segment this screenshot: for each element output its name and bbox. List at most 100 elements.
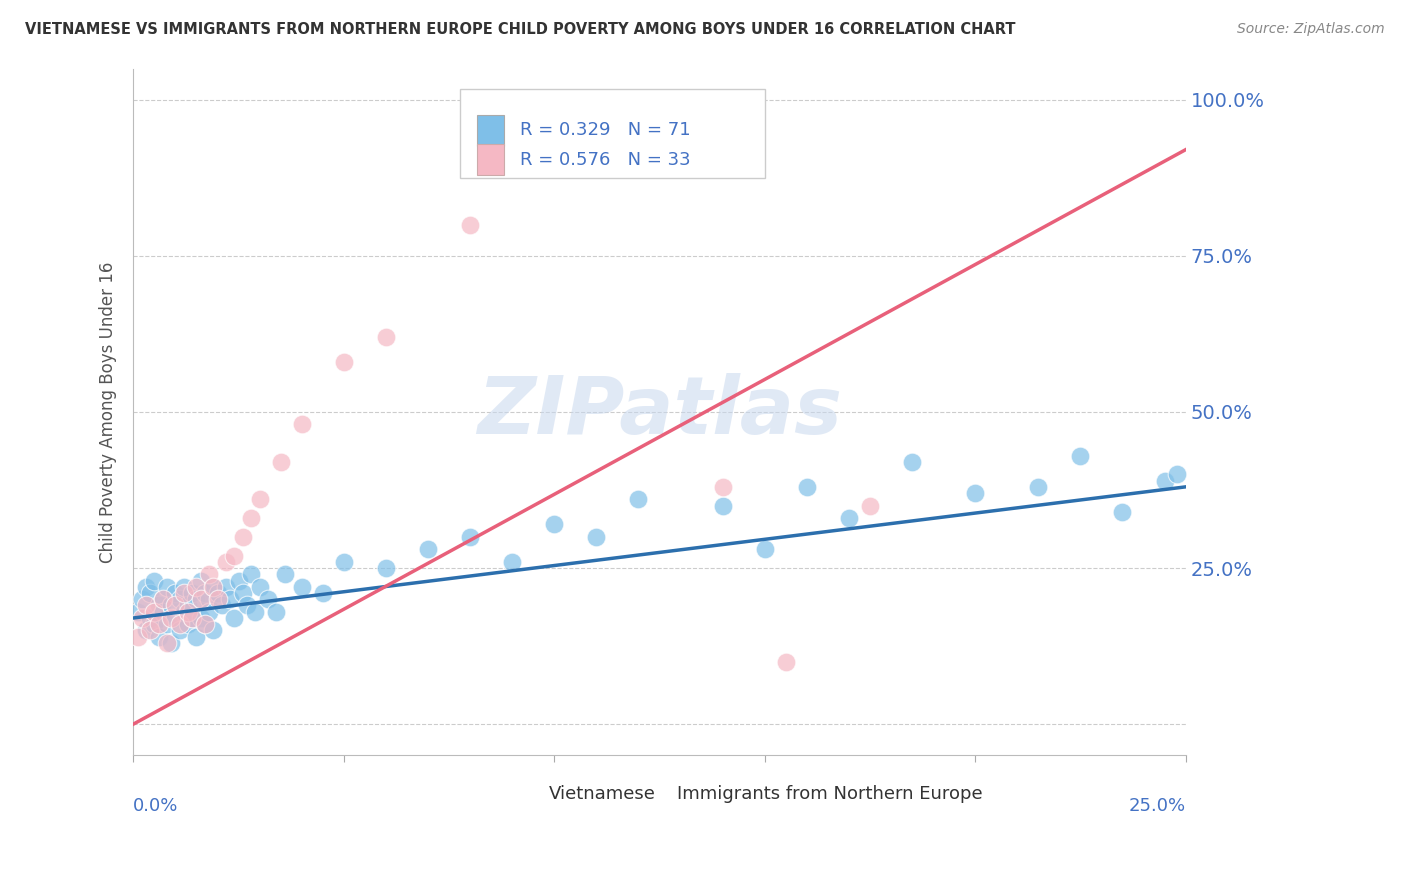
Point xyxy=(135,599,157,613)
Point xyxy=(152,592,174,607)
Point xyxy=(219,592,242,607)
Point xyxy=(838,511,860,525)
Point xyxy=(232,586,254,600)
Point xyxy=(160,636,183,650)
Point xyxy=(775,655,797,669)
Text: Vietnamese: Vietnamese xyxy=(548,785,655,803)
Point xyxy=(245,605,267,619)
Point xyxy=(207,586,229,600)
Point xyxy=(1026,480,1049,494)
Point xyxy=(173,605,195,619)
Point xyxy=(186,592,208,607)
FancyBboxPatch shape xyxy=(520,780,544,807)
Point xyxy=(274,567,297,582)
Point xyxy=(143,605,166,619)
Point xyxy=(543,517,565,532)
Point xyxy=(131,611,153,625)
Point xyxy=(333,355,356,369)
Point xyxy=(211,599,233,613)
Point xyxy=(202,624,225,638)
Point xyxy=(143,574,166,588)
Point xyxy=(173,586,195,600)
Point xyxy=(135,580,157,594)
Point xyxy=(165,586,187,600)
FancyBboxPatch shape xyxy=(650,780,672,807)
Point xyxy=(169,592,191,607)
Point xyxy=(627,492,650,507)
Point xyxy=(173,580,195,594)
Point xyxy=(194,586,217,600)
Text: R = 0.329   N = 71: R = 0.329 N = 71 xyxy=(519,121,690,139)
FancyBboxPatch shape xyxy=(478,115,503,145)
Point xyxy=(181,586,204,600)
Point xyxy=(228,574,250,588)
Point xyxy=(240,567,263,582)
Point xyxy=(249,580,271,594)
Point xyxy=(374,330,396,344)
Point xyxy=(198,592,221,607)
Point xyxy=(796,480,818,494)
Point xyxy=(257,592,280,607)
Point xyxy=(374,561,396,575)
Point xyxy=(139,586,162,600)
Point xyxy=(127,630,149,644)
Point xyxy=(236,599,259,613)
Point xyxy=(148,599,170,613)
Point xyxy=(143,617,166,632)
Point xyxy=(177,617,200,632)
Text: 0.0%: 0.0% xyxy=(134,797,179,814)
Point xyxy=(202,580,225,594)
Point xyxy=(148,630,170,644)
Point xyxy=(901,455,924,469)
Point xyxy=(165,599,187,613)
Text: 25.0%: 25.0% xyxy=(1129,797,1185,814)
Point xyxy=(585,530,607,544)
Point xyxy=(186,580,208,594)
Point xyxy=(270,455,292,469)
Point xyxy=(177,599,200,613)
Point xyxy=(198,605,221,619)
Point xyxy=(139,624,162,638)
Point xyxy=(416,542,439,557)
Text: ZIPatlas: ZIPatlas xyxy=(477,373,842,451)
Point xyxy=(198,567,221,582)
Point xyxy=(160,611,183,625)
Point xyxy=(291,580,314,594)
Point xyxy=(190,611,212,625)
Point xyxy=(169,617,191,632)
Point xyxy=(711,480,734,494)
Point xyxy=(207,592,229,607)
Text: Immigrants from Northern Europe: Immigrants from Northern Europe xyxy=(678,785,983,803)
Text: Source: ZipAtlas.com: Source: ZipAtlas.com xyxy=(1237,22,1385,37)
Point xyxy=(169,624,191,638)
Point xyxy=(458,218,481,232)
Point xyxy=(156,617,179,632)
Point xyxy=(711,499,734,513)
Point xyxy=(333,555,356,569)
Point xyxy=(181,611,204,625)
Point xyxy=(194,617,217,632)
Point xyxy=(859,499,882,513)
Point xyxy=(190,574,212,588)
Point xyxy=(131,592,153,607)
Point xyxy=(266,605,288,619)
Point xyxy=(165,611,187,625)
FancyBboxPatch shape xyxy=(460,89,765,178)
Y-axis label: Child Poverty Among Boys Under 16: Child Poverty Among Boys Under 16 xyxy=(100,261,117,563)
FancyBboxPatch shape xyxy=(478,145,503,176)
Point xyxy=(1111,505,1133,519)
Text: R = 0.576   N = 33: R = 0.576 N = 33 xyxy=(519,151,690,169)
Point xyxy=(152,605,174,619)
Point xyxy=(135,624,157,638)
Point xyxy=(160,599,183,613)
Point xyxy=(240,511,263,525)
Point xyxy=(215,555,238,569)
Text: VIETNAMESE VS IMMIGRANTS FROM NORTHERN EUROPE CHILD POVERTY AMONG BOYS UNDER 16 : VIETNAMESE VS IMMIGRANTS FROM NORTHERN E… xyxy=(25,22,1015,37)
Point xyxy=(249,492,271,507)
Point xyxy=(232,530,254,544)
Point xyxy=(194,617,217,632)
Point xyxy=(754,542,776,557)
Point xyxy=(1069,449,1091,463)
Point xyxy=(177,605,200,619)
Point xyxy=(186,630,208,644)
